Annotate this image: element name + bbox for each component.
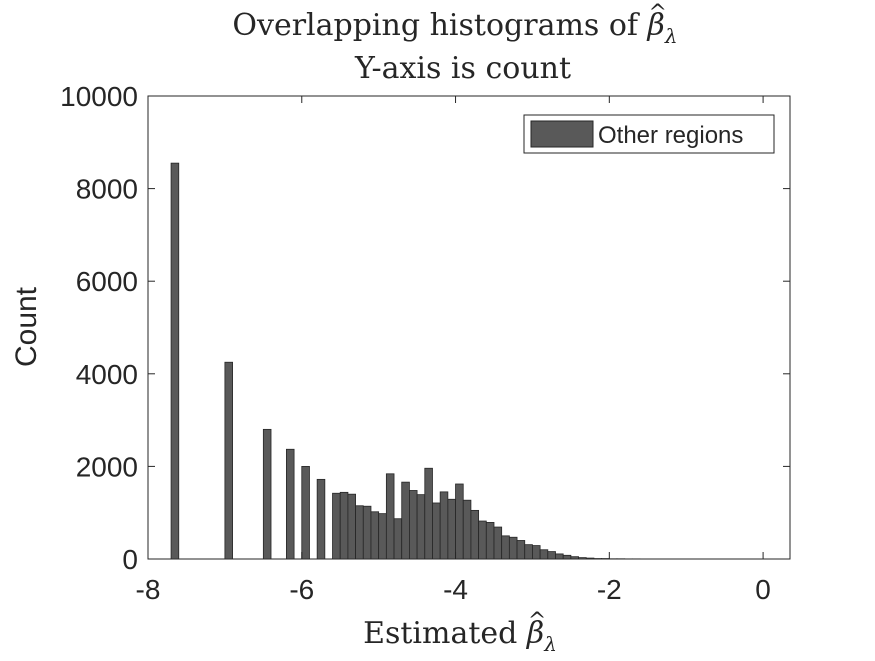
plot-area bbox=[148, 96, 790, 559]
histogram-bar bbox=[302, 466, 310, 559]
histogram-bar bbox=[456, 484, 464, 559]
chart-title: Overlapping histograms of βλ ^ Y-axis is… bbox=[232, 1, 677, 86]
x-axis-label-hat: ^ bbox=[528, 609, 546, 634]
histogram-bar bbox=[333, 493, 341, 559]
x-tick-label: -6 bbox=[289, 574, 314, 605]
x-axis-label: Estimated βλ ^ bbox=[363, 609, 557, 656]
legend-swatch bbox=[531, 121, 593, 147]
histogram-bar bbox=[532, 546, 540, 559]
chart-title-hat: ^ bbox=[648, 1, 666, 26]
histogram-bar bbox=[371, 512, 379, 559]
histogram-bar bbox=[586, 558, 594, 559]
chart-title-line2: Y-axis is count bbox=[354, 51, 571, 86]
histogram-bar bbox=[386, 474, 394, 559]
histogram-bar bbox=[394, 519, 402, 559]
x-tick-label: -4 bbox=[443, 574, 468, 605]
histogram-bar bbox=[440, 492, 448, 559]
histogram-bar bbox=[448, 499, 456, 559]
histogram-bar bbox=[517, 540, 525, 559]
y-tick-label: 4000 bbox=[76, 359, 138, 390]
histogram-bar bbox=[286, 449, 294, 559]
histogram-bar bbox=[509, 537, 517, 559]
histogram-bar bbox=[363, 506, 371, 559]
histogram-bar bbox=[340, 492, 348, 559]
x-tick-label: -2 bbox=[597, 574, 622, 605]
chart-title-line1: Overlapping histograms of βλ bbox=[232, 8, 677, 48]
y-tick-label: 0 bbox=[122, 544, 138, 575]
legend-label: Other regions bbox=[598, 122, 743, 149]
x-tick-label: 0 bbox=[755, 574, 771, 605]
y-tick-label: 10000 bbox=[60, 81, 138, 112]
histogram-bar bbox=[379, 514, 387, 559]
histogram-bar bbox=[494, 527, 502, 559]
legend: Other regions bbox=[524, 115, 774, 153]
histogram-bar bbox=[402, 482, 410, 559]
histogram-bar bbox=[556, 554, 564, 559]
histogram-bar bbox=[548, 552, 556, 559]
histogram-bar bbox=[317, 479, 325, 559]
x-axis-label-text: Estimated bbox=[363, 616, 517, 651]
y-tick-label: 8000 bbox=[76, 174, 138, 205]
histogram-bar bbox=[563, 555, 571, 559]
histogram-bar bbox=[409, 490, 417, 559]
y-tick-label: 6000 bbox=[76, 266, 138, 297]
histogram-bar bbox=[571, 557, 579, 559]
histogram-bar bbox=[471, 510, 479, 559]
histogram-bar bbox=[525, 545, 533, 559]
x-axis-label-subscript: λ bbox=[543, 632, 557, 656]
histogram-bar bbox=[540, 550, 548, 559]
histogram-bar bbox=[432, 503, 440, 559]
x-tick-label: -8 bbox=[136, 574, 161, 605]
histogram-bar bbox=[579, 558, 587, 559]
y-tick-label: 2000 bbox=[76, 451, 138, 482]
histogram-bar bbox=[502, 536, 510, 559]
histogram-bar bbox=[171, 163, 179, 559]
histogram-bar bbox=[348, 494, 356, 559]
histogram-bar bbox=[225, 362, 233, 559]
histogram-bar bbox=[486, 522, 494, 559]
histogram-bar bbox=[479, 521, 487, 559]
histogram-bar bbox=[356, 506, 364, 559]
chart-title-line1-text: Overlapping histograms of bbox=[232, 8, 639, 43]
y-axis-label: Count bbox=[10, 286, 43, 367]
histogram-bar bbox=[425, 468, 433, 559]
chart-title-line1-subscript: λ bbox=[664, 24, 678, 48]
histogram-bar bbox=[417, 495, 425, 559]
histogram-bar bbox=[463, 500, 471, 559]
histogram-bar bbox=[263, 429, 271, 559]
